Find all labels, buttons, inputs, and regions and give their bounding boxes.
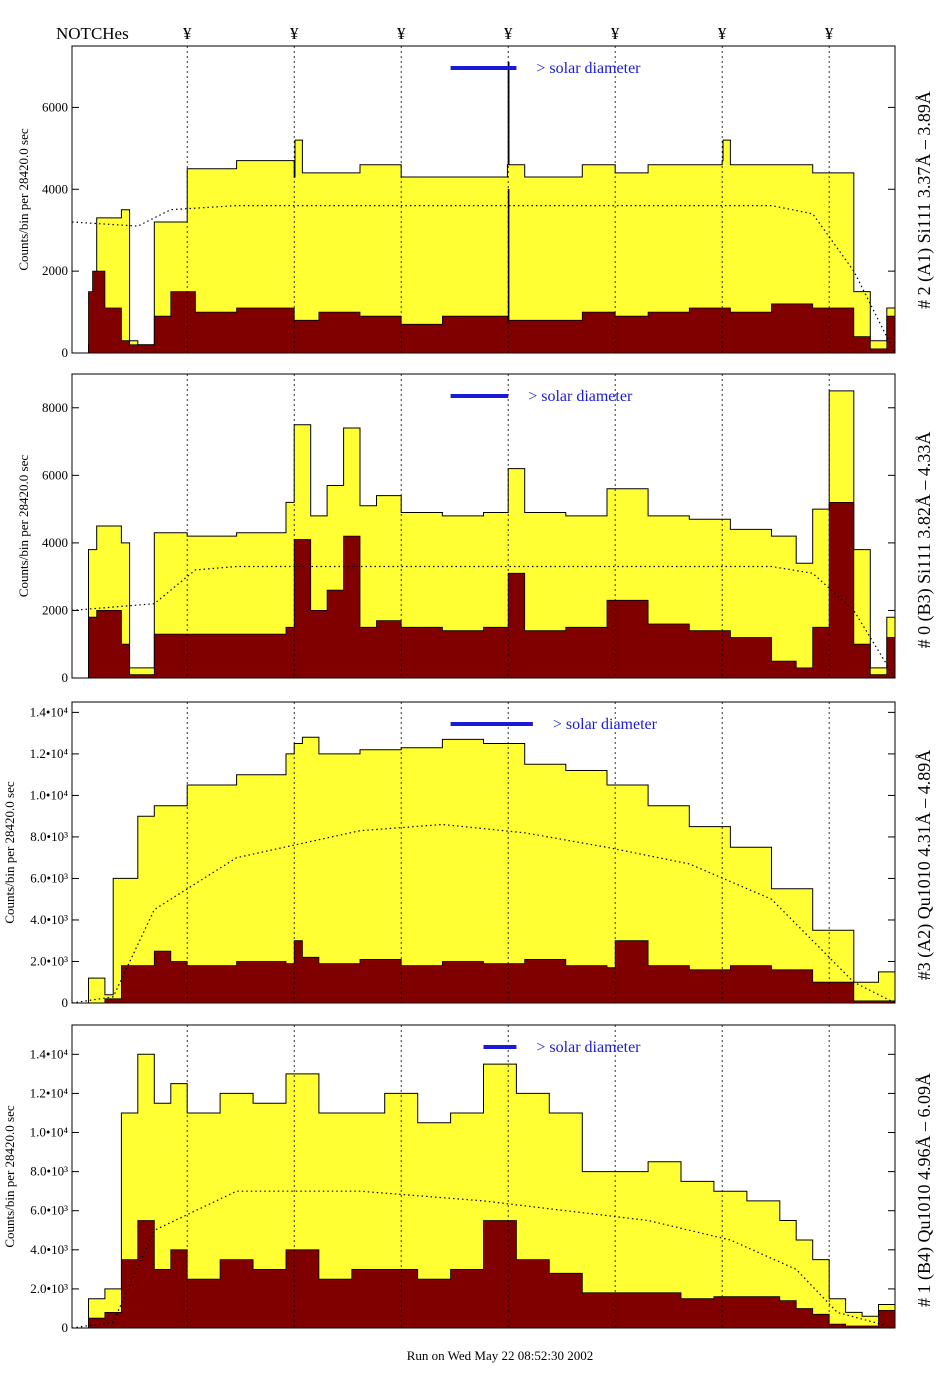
- y-tick-label: 1.2•10⁴: [30, 746, 69, 761]
- y-tick-label: 2000: [42, 263, 68, 278]
- panel-label: # 2 (A1) Si111 3.37Å – 3.89Å: [914, 91, 935, 309]
- notch-symbol-3: ¥: [504, 24, 513, 43]
- series-low-area: [72, 1220, 896, 1329]
- y-tick-label: 4000: [42, 181, 68, 196]
- y-tick-label: 1.0•10⁴: [30, 1125, 69, 1140]
- panel-3: 0 2.0•10³ 4.0•10³ 6.0•10³ 8.0•10³ 1.0•10⁴ 1.2•…: [2, 1024, 935, 1335]
- solar-diameter-label: > solar diameter: [528, 388, 633, 405]
- panel-0: 0 2000 4000 6000 Counts/bin per 28420.0 sec #…: [16, 45, 935, 360]
- solar-diameter-label: > solar diameter: [553, 716, 658, 733]
- footer-run-date: Run on Wed May 22 08:52:30 2002: [407, 1348, 594, 1363]
- series-total-area: [72, 736, 896, 1004]
- y-tick-label: 8000: [42, 400, 68, 415]
- y-tick-label: 1.2•10⁴: [30, 1085, 69, 1100]
- series-model-line: [71, 823, 896, 1004]
- series-model-line: [71, 1190, 896, 1329]
- y-axis-label: Counts/bin per 28420.0 sec: [2, 1105, 17, 1247]
- y-tick-label: 0: [62, 345, 69, 360]
- series-model-line: [71, 565, 896, 679]
- y-tick-label: 1.0•10⁴: [30, 787, 69, 802]
- y-tick-label: 6000: [42, 467, 68, 482]
- y-tick-label: 2000: [42, 602, 68, 617]
- y-tick-label: 0: [62, 670, 69, 685]
- solar-diameter-label: > solar diameter: [536, 1039, 641, 1056]
- y-tick-label: 1.4•10⁴: [30, 704, 69, 719]
- notch-symbol-2: ¥: [397, 24, 406, 43]
- panel-2: 0 2.0•10³ 4.0•10³ 6.0•10³ 8.0•10³ 1.0•10⁴ 1.2•…: [2, 701, 935, 1010]
- y-tick-label: 4000: [42, 535, 68, 550]
- notch-symbol-0: ¥: [183, 24, 192, 43]
- series-low-area: [72, 940, 896, 1004]
- panel-1: 0 2000 4000 6000 8000 Counts/bin per 28420.0 …: [16, 373, 935, 685]
- y-tick-label: 2.0•10³: [30, 1281, 68, 1296]
- y-tick-label: 8.0•10³: [30, 1164, 68, 1179]
- notch-symbol-5: ¥: [718, 24, 727, 43]
- notch-symbols: ¥ ¥ ¥ ¥ ¥ ¥ ¥: [183, 24, 834, 43]
- y-tick-label: 2.0•10³: [30, 953, 68, 968]
- series-total-area: [72, 390, 896, 679]
- y-axis-label: Counts/bin per 28420.0 sec: [16, 128, 31, 270]
- y-tick-label: 4.0•10³: [30, 912, 68, 927]
- series-model-line: [71, 205, 896, 354]
- y-tick-label: 6000: [42, 99, 68, 114]
- notch-symbol-4: ¥: [611, 24, 620, 43]
- y-tick-label: 6.0•10³: [30, 1203, 68, 1218]
- series-total-area: [72, 61, 896, 354]
- notch-symbol-6: ¥: [825, 24, 834, 43]
- y-tick-label: 4.0•10³: [30, 1242, 68, 1257]
- panel-label: # 0 (B3) Si111 3.82Å – 4.33Å: [914, 432, 935, 649]
- solar-diameter-label: > solar diameter: [536, 60, 641, 77]
- panels: 0 2000 4000 6000 Counts/bin per 28420.0 sec #…: [2, 45, 935, 1335]
- y-axis-label: Counts/bin per 28420.0 sec: [2, 781, 17, 923]
- y-tick-label: 0: [62, 1320, 69, 1335]
- series-low-area: [72, 502, 896, 679]
- panel-label: #3 (A2) Qu1010 4.31Å – 4.89Å: [914, 750, 935, 980]
- y-axis-label: Counts/bin per 28420.0 sec: [16, 455, 31, 597]
- series-total-area: [72, 1053, 896, 1329]
- y-tick-label: 0: [62, 995, 69, 1010]
- y-tick-label: 1.4•10⁴: [30, 1046, 69, 1061]
- panel-label: # 1 (B4) Qu1010 4.96Å – 6.09Å: [914, 1073, 935, 1307]
- notches-label: NOTCHes: [56, 24, 129, 43]
- notch-symbol-1: ¥: [290, 24, 299, 43]
- y-tick-label: 8.0•10³: [30, 829, 68, 844]
- y-tick-label: 6.0•10³: [30, 870, 68, 885]
- series-low-area: [72, 188, 896, 354]
